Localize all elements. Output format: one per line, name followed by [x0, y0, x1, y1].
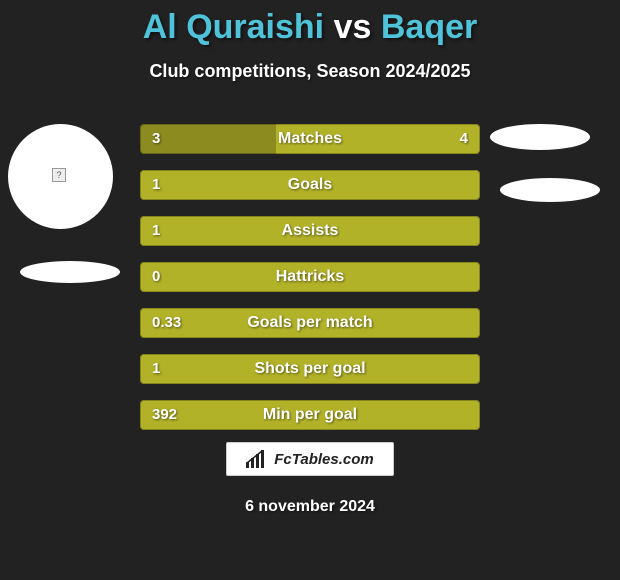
title-player-right: Baqer	[381, 8, 477, 46]
stat-value-left: 392	[152, 400, 177, 430]
stat-value-right: 4	[460, 124, 468, 154]
stat-value-left: 1	[152, 216, 160, 246]
stat-row: Matches3 4	[140, 124, 480, 154]
stat-row: Shots per goal1	[140, 354, 480, 384]
title-vs: vs	[334, 8, 372, 46]
bars-icon	[246, 450, 268, 468]
footer-date: 6 november 2024	[0, 498, 620, 516]
stat-row: Hattricks0	[140, 262, 480, 292]
broken-image-icon: ?	[52, 168, 66, 182]
stat-row: Goals per match0.33	[140, 308, 480, 338]
stat-value-left: 1	[152, 354, 160, 384]
right-shape-ellipse-2	[500, 178, 600, 202]
title-player-left: Al Quraishi	[143, 8, 324, 46]
stat-label: Goals	[140, 170, 480, 200]
left-avatar-circle: ?	[8, 124, 113, 229]
comparison-bars: Matches34Goals1Assists1Hattricks0Goals p…	[140, 124, 480, 446]
stat-label: Goals per match	[140, 308, 480, 338]
stat-label: Shots per goal	[140, 354, 480, 384]
stat-value-left: 0	[152, 262, 160, 292]
left-shadow-ellipse	[20, 261, 120, 283]
stat-label: Matches	[140, 124, 480, 154]
stat-label: Min per goal	[140, 400, 480, 430]
brand-badge: FcTables.com	[226, 442, 394, 476]
stat-label: Hattricks	[140, 262, 480, 292]
brand-text: FcTables.com	[274, 451, 373, 468]
stat-label: Assists	[140, 216, 480, 246]
stat-row: Assists1	[140, 216, 480, 246]
stat-value-left: 0.33	[152, 308, 181, 338]
page-title: Al Quraishi vs Baqer	[0, 0, 620, 47]
stat-value-left: 1	[152, 170, 160, 200]
stat-row: Goals1	[140, 170, 480, 200]
stat-row: Min per goal392	[140, 400, 480, 430]
page-subtitle: Club competitions, Season 2024/2025	[0, 61, 620, 82]
stat-value-left: 3	[152, 124, 160, 154]
right-shape-ellipse-1	[490, 124, 590, 150]
